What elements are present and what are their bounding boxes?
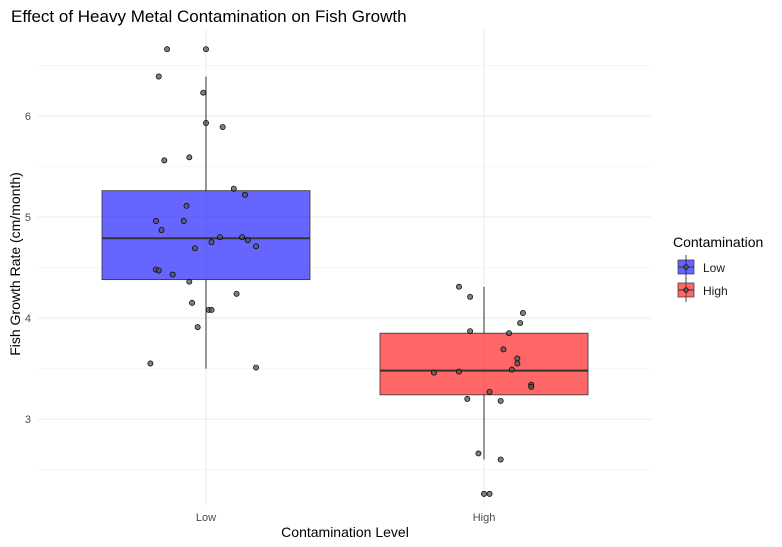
data-point — [508, 366, 515, 373]
data-point — [155, 73, 162, 80]
legend-key-point — [683, 264, 689, 270]
data-point — [517, 320, 524, 327]
y-tick-label: 3 — [25, 414, 31, 426]
data-point — [497, 456, 504, 463]
data-point — [155, 267, 162, 274]
data-point — [169, 271, 176, 278]
data-point — [147, 360, 154, 367]
data-point — [216, 234, 223, 241]
data-point — [203, 120, 209, 126]
data-point — [519, 310, 526, 316]
data-point — [191, 245, 198, 252]
y-axis-title: Fish Growth Rate (cm/month) — [7, 172, 23, 356]
data-point — [456, 283, 462, 290]
y-tick-label: 6 — [25, 111, 31, 123]
data-point — [506, 330, 512, 337]
data-point — [431, 369, 437, 376]
data-point — [486, 388, 493, 395]
boxes — [101, 76, 589, 460]
data-point — [189, 299, 196, 306]
data-point — [467, 328, 474, 335]
data-point — [208, 239, 215, 246]
legend-key-point — [683, 287, 689, 293]
data-point — [208, 306, 215, 313]
x-tick-label: High — [473, 512, 496, 524]
data-point — [253, 243, 259, 250]
data-point — [230, 185, 237, 192]
data-point — [456, 368, 462, 375]
legend-entry-low: Low — [677, 255, 725, 279]
data-point — [514, 360, 521, 367]
legend-title: Contamination — [673, 234, 763, 250]
data-points — [147, 46, 535, 497]
box-low — [101, 76, 311, 369]
data-point — [514, 355, 521, 362]
data-point — [497, 397, 504, 404]
data-point — [233, 290, 240, 297]
y-tick-label: 5 — [25, 212, 31, 224]
axes: 3 4 5 6 Low High — [25, 111, 495, 524]
data-point — [239, 234, 246, 241]
data-point — [161, 157, 168, 164]
box-body — [379, 332, 589, 396]
data-point — [180, 218, 187, 224]
box-body — [101, 190, 311, 281]
legend-label: High — [703, 284, 728, 298]
chart-title: Effect of Heavy Metal Contamination on F… — [11, 7, 407, 26]
data-point — [475, 450, 482, 457]
data-point — [186, 278, 193, 285]
data-point — [200, 89, 207, 96]
data-point — [203, 46, 209, 53]
legend: Contamination Low High — [673, 234, 763, 302]
data-point — [464, 395, 471, 402]
data-point — [219, 124, 226, 130]
data-point — [158, 227, 165, 234]
data-point — [486, 490, 493, 497]
data-point — [186, 154, 193, 161]
legend-label: Low — [703, 261, 725, 275]
data-point — [481, 490, 487, 497]
box-high — [379, 286, 589, 460]
data-point — [244, 237, 251, 244]
data-point — [253, 364, 259, 371]
data-point — [183, 202, 190, 209]
legend-entry-high: High — [677, 278, 728, 302]
x-tick-label: Low — [196, 512, 216, 524]
data-point — [194, 324, 201, 331]
data-point — [467, 293, 474, 300]
x-axis-title: Contamination Level — [281, 524, 409, 540]
data-point — [241, 191, 248, 198]
data-point — [500, 346, 507, 353]
y-tick-label: 4 — [25, 313, 31, 325]
data-point — [164, 46, 171, 53]
data-point — [153, 218, 159, 224]
data-point — [528, 383, 535, 390]
